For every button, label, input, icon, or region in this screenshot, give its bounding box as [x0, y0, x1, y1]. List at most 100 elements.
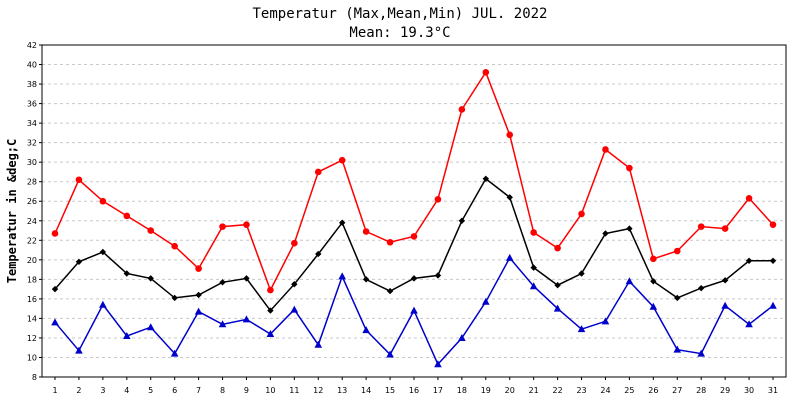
data-point-mean [769, 257, 777, 264]
data-point-min [386, 350, 394, 358]
data-point-min [458, 333, 466, 341]
data-point-mean [291, 281, 298, 288]
data-point-mean [626, 225, 633, 232]
series-min [51, 253, 777, 368]
data-point-max [386, 238, 394, 246]
y-axis-label: Temperatur in &deg;C [5, 139, 19, 284]
data-point-max [291, 239, 298, 247]
data-point-mean [386, 287, 394, 295]
data-point-min [290, 305, 299, 313]
y-tick-label: 20 [27, 256, 37, 265]
x-tick-label: 30 [744, 386, 754, 395]
data-point-min [553, 304, 562, 312]
x-tick-label: 19 [481, 386, 491, 395]
chart-subtitle: Mean: 19.3°C [349, 25, 450, 41]
data-point-max [171, 242, 178, 250]
data-point-max [745, 195, 753, 202]
data-point-mean [482, 175, 489, 182]
data-point-mean [698, 284, 705, 292]
x-tick-label: 24 [600, 386, 610, 395]
data-point-min [123, 331, 131, 339]
data-point-min [529, 282, 538, 290]
data-point-mean [243, 275, 250, 282]
data-point-mean [267, 307, 274, 314]
data-point-mean [434, 272, 442, 279]
data-point-max [51, 230, 59, 237]
data-point-min [99, 300, 107, 308]
x-tick-label: 20 [505, 386, 515, 395]
data-point-max [219, 223, 226, 230]
data-point-mean [554, 282, 561, 289]
data-point-mean [578, 270, 585, 277]
x-tick-label: 31 [768, 386, 778, 395]
data-point-max [697, 223, 705, 230]
x-tick-label: 10 [265, 386, 275, 395]
x-tick-label: 21 [529, 386, 539, 395]
data-point-min [362, 326, 370, 334]
data-point-mean [339, 219, 346, 226]
y-tick-label: 18 [27, 275, 37, 284]
data-point-min [769, 301, 777, 309]
y-tick-label: 34 [27, 119, 37, 128]
data-point-max [362, 228, 370, 235]
y-tick-label: 16 [27, 295, 37, 304]
chart-title: Temperatur (Max,Mean,Min) JUL. 2022 [252, 6, 547, 22]
data-point-min [721, 301, 729, 309]
data-point-max [506, 131, 514, 139]
x-tick-label: 29 [720, 386, 730, 395]
data-point-mean [530, 264, 537, 271]
data-point-max [554, 244, 561, 252]
data-point-mean [506, 194, 513, 201]
data-point-max [267, 286, 274, 294]
x-tick-label: 11 [289, 386, 299, 395]
data-point-min [434, 360, 442, 368]
data-point-min [75, 346, 83, 354]
data-point-mean [51, 285, 59, 293]
data-point-mean [721, 277, 729, 284]
data-point-min [338, 272, 346, 280]
data-point-max [721, 225, 729, 232]
series-max [51, 69, 777, 294]
data-point-max [602, 146, 609, 153]
data-point-min [170, 349, 179, 357]
x-tick-label: 13 [337, 386, 347, 395]
y-tick-label: 24 [27, 217, 37, 226]
x-tick-label: 9 [244, 386, 249, 395]
data-point-min [266, 330, 275, 338]
data-point-min [625, 277, 634, 285]
series-layer [51, 69, 777, 368]
data-point-mean [219, 279, 226, 286]
grid-lines [42, 64, 786, 358]
y-tick-label: 12 [27, 334, 37, 343]
y-tick-label: 22 [27, 236, 37, 245]
y-tick-label: 38 [27, 80, 37, 89]
x-tick-label: 16 [409, 386, 419, 395]
data-point-max [243, 221, 250, 228]
data-point-max [482, 69, 490, 76]
x-tick-label: 7 [196, 386, 201, 395]
data-point-max [673, 247, 681, 255]
data-point-max [626, 164, 633, 172]
x-tick-label: 27 [672, 386, 682, 395]
data-point-max [123, 212, 131, 220]
data-point-max [458, 106, 466, 113]
y-tick-label: 14 [27, 314, 37, 323]
y-tick-label: 32 [27, 139, 37, 148]
y-tick-label: 36 [27, 100, 37, 109]
x-tick-label: 18 [457, 386, 467, 395]
data-point-min [649, 302, 658, 310]
x-tick-label: 1 [52, 386, 57, 395]
x-tick-label: 17 [433, 386, 443, 395]
data-point-mean [650, 278, 657, 285]
y-tick-label: 8 [32, 373, 37, 382]
data-point-max [530, 229, 537, 236]
data-point-mean [75, 258, 83, 265]
y-tick-label: 10 [27, 353, 37, 362]
x-tick-label: 3 [100, 386, 105, 395]
data-point-min [314, 340, 323, 348]
data-point-min [745, 320, 753, 328]
x-tick-label: 12 [313, 386, 323, 395]
data-point-min [673, 345, 682, 353]
x-tick-label: 23 [576, 386, 586, 395]
